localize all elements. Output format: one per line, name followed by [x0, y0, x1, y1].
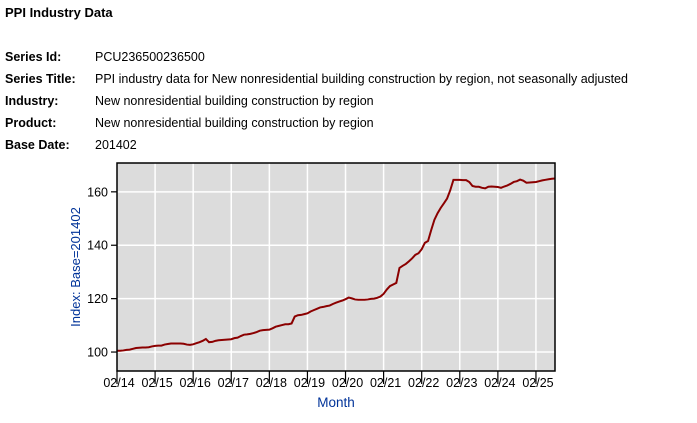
series-title-value: PPI industry data for New nonresidential… [95, 72, 628, 86]
series-line-pcu236500236500 [117, 177, 556, 352]
series-id-row: Series Id: PCU236500236500 [5, 46, 695, 68]
x-tick-label: 02/25 [522, 376, 553, 390]
x-tick-label: 02/20 [332, 376, 363, 390]
x-tick-label: 02/16 [180, 376, 211, 390]
x-tick-label: 02/21 [370, 376, 401, 390]
y-tick-label: 140 [87, 239, 108, 253]
base-date-value: 201402 [95, 138, 137, 152]
y-tick-label: 160 [87, 185, 108, 199]
x-tick-label: 02/23 [446, 376, 477, 390]
series-id-label: Series Id: [5, 50, 62, 64]
x-tick-label: 02/15 [141, 376, 172, 390]
x-tick-label: 02/19 [294, 376, 325, 390]
base-date-label: Base Date: [5, 138, 70, 152]
plot-area [117, 163, 555, 371]
plot-border [116, 162, 556, 372]
industry-row: Industry: New nonresidential building co… [5, 90, 695, 112]
y-tick-label: 100 [87, 346, 108, 360]
base-date-row: Base Date: 201402 [5, 134, 695, 156]
x-tick-label: 02/22 [408, 376, 439, 390]
product-label: Product: [5, 116, 57, 130]
product-row: Product: New nonresidential building con… [5, 112, 695, 134]
industry-value: New nonresidential building construction… [95, 94, 374, 108]
page-title: PPI Industry Data [5, 5, 113, 20]
x-tick-label: 02/24 [484, 376, 515, 390]
x-tick-label: 02/18 [256, 376, 287, 390]
x-tick-label: 02/14 [103, 376, 134, 390]
series-metadata: Series Id: PCU236500236500 Series Title:… [5, 46, 695, 156]
industry-label: Industry: [5, 94, 59, 108]
y-tick-label: 120 [87, 292, 108, 306]
product-value: New nonresidential building construction… [95, 116, 374, 130]
series-title-row: Series Title: PPI industry data for New … [5, 68, 695, 90]
series-id-value: PCU236500236500 [95, 50, 205, 64]
y-axis-title: Index: Base=201402 [68, 207, 83, 327]
x-axis-title: Month [317, 395, 355, 410]
x-tick-label: 02/17 [218, 376, 249, 390]
series-title-label: Series Title: [5, 72, 76, 86]
